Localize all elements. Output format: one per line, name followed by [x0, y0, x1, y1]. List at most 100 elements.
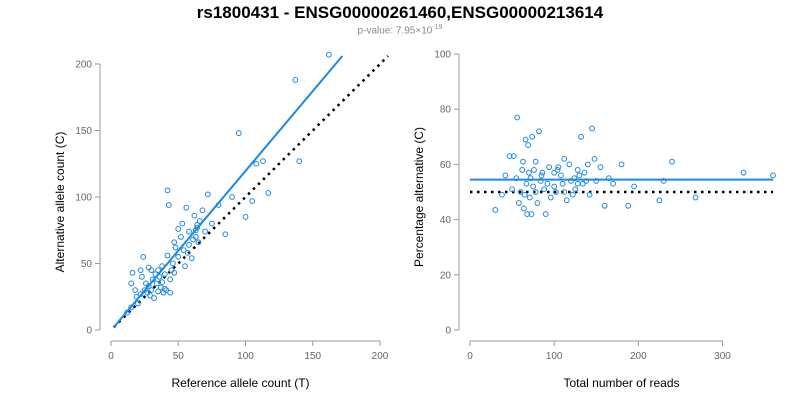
chart-subtitle: p-value: 7.95×10-19	[0, 24, 800, 36]
panel-left-x-tick-label: 150	[304, 351, 321, 362]
panel-left-data-point	[172, 244, 179, 251]
panel-left-data-point	[208, 220, 215, 227]
panel-right-x-tick-label: 200	[630, 351, 647, 362]
panel-right-data-point	[513, 175, 520, 182]
panel-right-data-point	[529, 133, 536, 140]
panel-right-data-point	[523, 180, 530, 187]
panel-left-x-tick-label: 0	[108, 351, 114, 362]
panel-right-data-point	[492, 207, 499, 213]
chart-title: rs1800431 - ENSG00000261460,ENSG00000213…	[196, 3, 604, 22]
panel-right-data-point	[517, 189, 524, 195]
panel-right-data-point	[571, 175, 578, 182]
panel-right-y-tick-label: 60	[440, 160, 452, 171]
panel-left-data-point	[188, 255, 195, 262]
panel-right-x-axis-title: Total number of reads	[563, 376, 679, 390]
panel-right-data-point	[566, 161, 573, 168]
panel-left-data-point	[164, 252, 171, 259]
panel-right-x-tick-label: 100	[546, 351, 563, 362]
panel-right-data-point	[532, 189, 539, 195]
panel-left-data-point	[161, 285, 168, 292]
panel-right-data-point	[605, 175, 612, 182]
p-value-text: p-value: 7.95×10	[357, 25, 433, 37]
panel-left-y-tick-label: 0	[86, 326, 92, 337]
panel-left-data-point	[242, 214, 249, 220]
panel-right-data-point	[561, 155, 568, 162]
panel-left-data-point	[129, 269, 136, 276]
panel-right-data-point	[546, 164, 553, 171]
panel-left-data-point	[151, 295, 157, 301]
panel-left-data-point	[204, 191, 211, 198]
panel-left-data-point	[260, 158, 266, 164]
panel-left-data-point	[159, 279, 166, 286]
panel-left-data-point	[163, 287, 170, 294]
panel-right-data-point	[522, 136, 529, 143]
panel-left-data-point	[184, 249, 191, 256]
panel-left-data-point	[183, 204, 190, 211]
panel-right-data-point	[569, 191, 576, 198]
panel-right-x-tick-label: 300	[714, 351, 731, 362]
panel-right-data-point	[525, 142, 531, 148]
panel-right-data-point	[520, 205, 527, 212]
panel-left-data-point	[153, 280, 160, 287]
panel-left-data-point	[165, 202, 172, 208]
panel-left-data-point	[155, 267, 161, 274]
panel-right-data-point	[669, 158, 675, 165]
panel-left-data-point	[147, 292, 153, 299]
p-value-exponent: -19	[432, 24, 443, 31]
panel-right-data-point	[631, 183, 638, 190]
panel-left-data-point	[178, 234, 184, 240]
panel-right-data-point	[581, 169, 588, 176]
panel-left-expected-line	[112, 55, 389, 329]
panel-right-data-point	[574, 180, 581, 187]
panel-left-data-point	[132, 287, 139, 294]
panel-right-data-point	[597, 164, 604, 171]
panel-left-y-tick-label: 200	[75, 60, 92, 71]
panel-left-data-point	[325, 51, 332, 58]
panel-left-data-point	[265, 190, 272, 196]
panel-left-data-point	[135, 300, 141, 307]
panel-right-data-point	[528, 211, 535, 217]
panel-right-data-point	[547, 194, 554, 201]
panel-right-data-point	[530, 183, 537, 190]
panel-left-data-point	[229, 194, 235, 200]
panel-left-data-point	[175, 253, 182, 260]
panel-right-data-point	[568, 178, 574, 184]
panel-right-data-point	[541, 186, 547, 193]
panel-right-x-tick-label: 0	[467, 351, 473, 362]
panel-right-data-point	[578, 133, 584, 140]
panel-right-data-point	[554, 167, 561, 173]
panel-left-y-tick-label: 100	[75, 193, 92, 204]
panel-left-data-point	[249, 198, 256, 204]
panel-right-data-point	[618, 161, 625, 168]
panel-right-data-point	[559, 180, 566, 187]
panel-right-data-point	[526, 169, 532, 176]
panel-left-data-point	[148, 287, 155, 294]
panel-left-y-tick-label: 50	[81, 259, 93, 270]
panel-right-y-tick-label: 40	[440, 215, 452, 226]
panel-left-data-point	[148, 267, 155, 274]
panel-left-data-point	[296, 158, 303, 164]
panel-right-data-point	[536, 128, 542, 135]
panel-right-data-point	[534, 200, 541, 206]
panel-right-data-point	[499, 191, 505, 198]
panel-right-data-point	[770, 172, 776, 179]
panel-right-y-tick-label: 80	[440, 105, 452, 116]
panel-left-data-point	[186, 241, 192, 248]
panel-left-data-point	[155, 288, 161, 295]
panel-left-data-point	[140, 253, 147, 260]
panel-left-data-point	[167, 276, 174, 283]
panel-left-data-point	[137, 267, 144, 274]
panel-right-data-point	[544, 180, 551, 187]
panel-left-data-point	[199, 207, 206, 214]
panel-left-data-point	[182, 263, 188, 270]
panel-left-data-point	[292, 77, 299, 83]
panel-left-data-point	[194, 224, 200, 231]
panel-left-data-point	[195, 239, 202, 246]
panel-left-data-point	[164, 187, 171, 194]
panel-right-data-point	[561, 189, 568, 195]
panel-right-y-tick-label: 20	[440, 270, 452, 281]
panel-right-data-point	[625, 202, 632, 209]
panel-right-data-point	[555, 164, 562, 171]
panel-right-data-point	[510, 153, 517, 160]
panel-right-data-point	[514, 114, 521, 121]
